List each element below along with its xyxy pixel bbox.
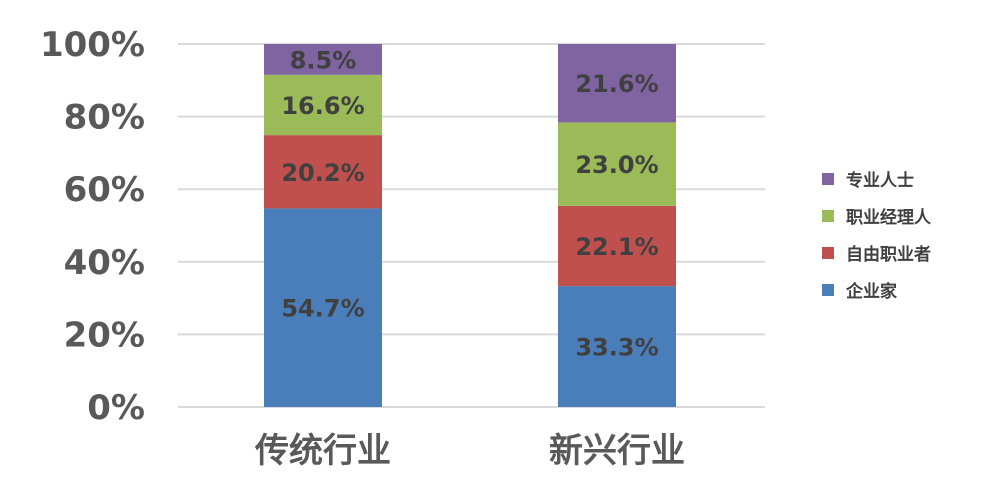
bar-segment [558,44,676,123]
bar-segment [558,205,676,287]
bar-segment [264,44,382,75]
bar-segment [558,286,676,407]
data-label: 23.0% [575,151,658,179]
y-tick-label: 20% [64,315,145,355]
bar-segment [264,74,382,136]
data-label: 21.6% [575,70,658,98]
legend-label: 自由职业者 [846,245,931,265]
legend: 专业人士职业经理人自由职业者企业家 [822,160,982,308]
x-tick-label: 新兴行业 [549,431,685,471]
y-tick-label: 100% [40,25,145,65]
data-label: 20.2% [281,159,364,187]
y-axis-ticks: 0% 20% 40% 60% 80% 100% [40,25,145,428]
bar-segment [558,122,676,206]
bars [264,44,676,407]
legend-label: 专业人士 [846,171,914,191]
data-label: 54.7% [281,295,364,323]
legend-swatch [822,209,834,222]
data-label: 16.6% [281,92,364,120]
legend-item: 专业人士 [822,160,982,197]
legend-item: 职业经理人 [822,197,982,234]
y-tick-label: 60% [64,170,145,210]
legend-swatch [822,283,834,296]
legend-swatch [822,246,834,259]
data-label: 22.1% [575,233,658,261]
legend-item: 自由职业者 [822,234,982,271]
x-axis-ticks: 传统行业 新兴行业 [254,431,685,471]
legend-label: 职业经理人 [846,208,931,228]
bar-segment [264,208,382,407]
legend-swatch [822,172,834,185]
bar-segment [264,135,382,209]
data-label: 8.5% [290,46,357,74]
y-tick-label: 40% [64,243,145,283]
legend-label: 企业家 [846,282,897,302]
y-tick-label: 80% [64,98,145,138]
legend-item: 企业家 [822,271,982,308]
y-tick-label: 0% [87,388,145,428]
x-tick-label: 传统行业 [254,431,391,471]
data-label: 33.3% [575,334,658,362]
data-labels: 54.7% 20.2% 16.6% 8.5% 33.3% 22.1% 23.0% 21.6% [281,46,658,361]
